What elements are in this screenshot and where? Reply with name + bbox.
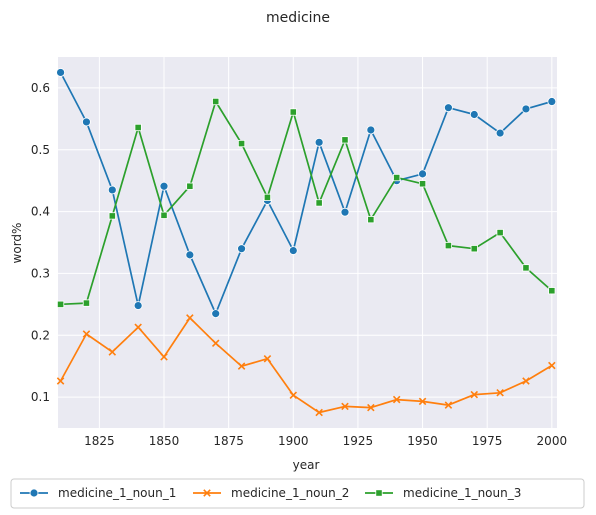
legend: medicine_1_noun_1 medicine_1_noun_2 medici… xyxy=(10,478,585,509)
data-point xyxy=(547,97,557,106)
grid-lines xyxy=(58,57,557,428)
data-point xyxy=(133,301,143,310)
data-point xyxy=(108,212,116,220)
data-point xyxy=(186,314,194,322)
data-point xyxy=(237,362,246,370)
y-tick-label: 0.6 xyxy=(31,81,50,95)
data-point xyxy=(495,128,505,138)
data-point xyxy=(366,125,376,135)
data-point xyxy=(211,339,220,348)
legend-frame xyxy=(10,478,585,509)
x-tick-label: 1950 xyxy=(407,434,438,448)
data-point xyxy=(185,250,195,260)
data-point xyxy=(418,397,427,406)
series-medicine_1_noun_3 xyxy=(56,97,556,308)
legend-item-3: medicine_1_noun_3 xyxy=(365,486,521,500)
data-point xyxy=(56,300,65,308)
series-line-3 xyxy=(60,100,553,306)
data-point xyxy=(340,207,350,217)
data-point xyxy=(548,361,556,370)
data-point xyxy=(82,299,91,307)
data-point xyxy=(496,229,504,237)
data-point xyxy=(237,139,246,148)
x-tick-label: 1900 xyxy=(278,434,309,448)
y-tick-label: 0.5 xyxy=(31,143,50,157)
data-point xyxy=(160,211,168,219)
data-point xyxy=(56,68,65,77)
x-tick-label: 1875 xyxy=(213,434,244,448)
data-point xyxy=(160,353,168,361)
legend-marker xyxy=(375,489,383,497)
data-point xyxy=(82,330,91,338)
data-point xyxy=(392,395,401,404)
data-point xyxy=(107,185,117,195)
x-tick-label: 1850 xyxy=(149,434,180,448)
data-point xyxy=(418,169,427,179)
data-point xyxy=(289,391,298,399)
data-point xyxy=(82,117,91,127)
data-point xyxy=(341,402,349,411)
data-point xyxy=(314,137,324,147)
x-tick-label: 2000 xyxy=(537,434,568,448)
data-point xyxy=(263,193,272,201)
data-point xyxy=(444,241,453,250)
series-line-2 xyxy=(59,317,553,414)
data-point xyxy=(444,103,453,113)
y-tick-label: 0.1 xyxy=(31,390,50,404)
series-line-1 xyxy=(59,72,553,315)
series-layer xyxy=(56,68,557,417)
data-point xyxy=(289,108,297,116)
data-point xyxy=(548,287,556,295)
tick-labels: 1825 1850 1875 1900 1925 1950 1975 2000 0.1 0.2 0.… xyxy=(31,81,567,448)
x-tick-label: 1825 xyxy=(84,434,115,448)
data-point xyxy=(367,403,375,412)
data-point xyxy=(211,309,221,319)
data-point xyxy=(367,216,375,224)
y-tick-label: 0.3 xyxy=(31,266,50,280)
y-tick-label: 0.4 xyxy=(31,205,50,219)
data-point xyxy=(470,390,479,399)
data-point xyxy=(341,136,349,144)
y-axis-label: word% xyxy=(10,223,24,264)
legend-marker xyxy=(203,489,211,497)
data-point xyxy=(159,181,169,191)
legend-label: medicine_1_noun_1 xyxy=(58,486,176,500)
data-point xyxy=(315,199,323,207)
data-point xyxy=(186,182,194,190)
data-point xyxy=(315,408,323,417)
data-point xyxy=(469,110,479,119)
data-point xyxy=(134,323,142,331)
data-point xyxy=(263,354,272,363)
data-point xyxy=(470,245,478,253)
legend-label: medicine_1_noun_3 xyxy=(403,486,521,500)
data-point xyxy=(108,348,117,356)
x-tick-label: 1925 xyxy=(343,434,374,448)
x-axis-label: year xyxy=(293,458,320,472)
series-medicine_1_noun_2 xyxy=(56,314,556,417)
data-point xyxy=(288,246,298,255)
data-point xyxy=(134,123,142,132)
data-point xyxy=(56,377,65,385)
chart-title: medicine xyxy=(266,10,330,26)
data-point xyxy=(522,264,530,272)
legend-marker xyxy=(29,488,39,498)
legend-item-2: medicine_1_noun_2 xyxy=(193,486,349,500)
data-point xyxy=(522,377,530,385)
plot-area xyxy=(58,57,557,428)
legend-label: medicine_1_noun_2 xyxy=(231,486,349,500)
series-medicine_1_noun_1 xyxy=(56,68,557,319)
data-point xyxy=(521,104,531,114)
data-point xyxy=(237,244,246,254)
legend-item-1: medicine_1_noun_1 xyxy=(20,486,176,500)
data-point xyxy=(418,180,427,188)
data-point xyxy=(393,173,401,182)
x-tick-label: 1975 xyxy=(472,434,503,448)
data-point xyxy=(496,388,504,397)
data-point xyxy=(444,401,453,409)
data-point xyxy=(212,97,220,106)
y-tick-label: 0.2 xyxy=(31,328,50,342)
